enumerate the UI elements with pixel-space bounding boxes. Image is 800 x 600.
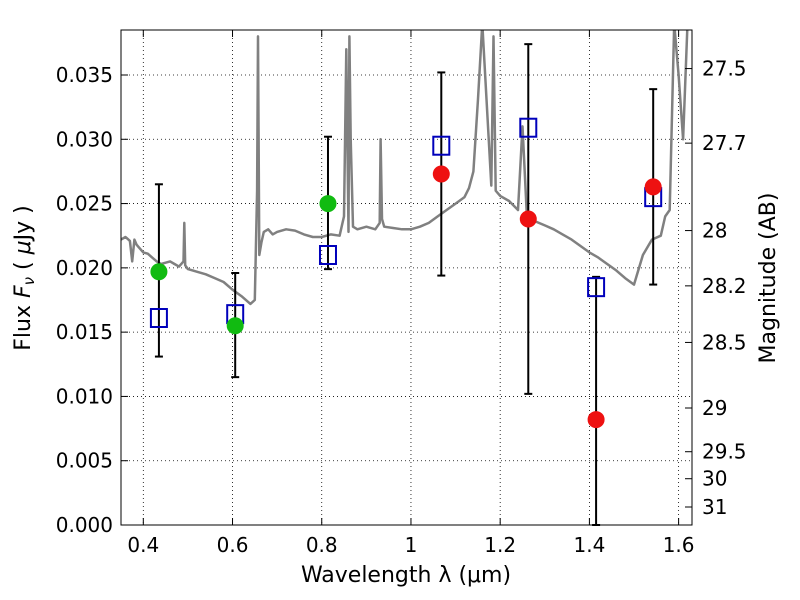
y-tick-label: 0.025 [56, 192, 113, 216]
y2-axis-label: Magnitude (AB) [756, 193, 781, 364]
y-tick-label: 0.010 [56, 384, 113, 408]
detection-point [226, 317, 244, 335]
model-point-square [149, 308, 168, 328]
model-point-square [432, 135, 451, 156]
y2-tick-label: 29 [702, 396, 727, 420]
x-axis-label: Wavelength λ (μm) [301, 563, 511, 588]
y-tick-label: 0.020 [56, 256, 113, 280]
model-spectrum-line [121, 30, 689, 306]
x-tick-label: 0.8 [306, 533, 338, 557]
model-point-square [519, 117, 538, 138]
detection-point [644, 178, 662, 196]
grid-lines [121, 30, 692, 526]
axis-ticks [121, 30, 692, 526]
x-tick-label: 0.6 [217, 533, 249, 557]
x-tick-label: 0.4 [127, 533, 159, 557]
detection-point [150, 263, 168, 281]
x-tick-label: 1 [405, 533, 418, 557]
x-tick-label: 1.4 [573, 533, 605, 557]
y2-tick-label: 30 [702, 467, 727, 491]
detection-point [432, 165, 450, 183]
y2-tick-label: 28 [702, 219, 727, 243]
detection-point [519, 210, 537, 228]
y-tick-label: 0.000 [56, 513, 113, 537]
detection-point [587, 411, 605, 429]
x-tick-label: 1.2 [484, 533, 516, 557]
y2-tick-label: 27.7 [702, 131, 747, 155]
y2-tick-label: 28.2 [702, 274, 747, 298]
model-photometry-squares [149, 117, 663, 328]
x-tick-label: 1.6 [663, 533, 695, 557]
y2-tick-label: 27.5 [702, 57, 747, 81]
y2-tick-label: 31 [702, 495, 727, 519]
tick-labels: 0.4 0.6 0.8 1 1.2 1.4 1.6 0.000 0.005 0.010 0.015 0… [56, 57, 747, 557]
y-tick-label: 0.030 [56, 127, 113, 151]
y2-tick-label: 29.5 [702, 440, 747, 464]
plot-frame [120, 29, 693, 526]
detection-point [319, 195, 337, 213]
model-point-square [318, 245, 337, 265]
model-point-square [587, 277, 606, 298]
y-axis-label: Flux Fν ( μJy ) [11, 205, 38, 350]
y2-tick-label: 28.5 [702, 330, 747, 354]
error-bars [154, 43, 658, 526]
model-spectrum [121, 30, 689, 306]
observed-photometry-points [150, 165, 662, 429]
y-tick-label: 0.035 [56, 63, 113, 87]
y-tick-label: 0.005 [56, 449, 113, 473]
y-tick-label: 0.015 [56, 320, 113, 344]
